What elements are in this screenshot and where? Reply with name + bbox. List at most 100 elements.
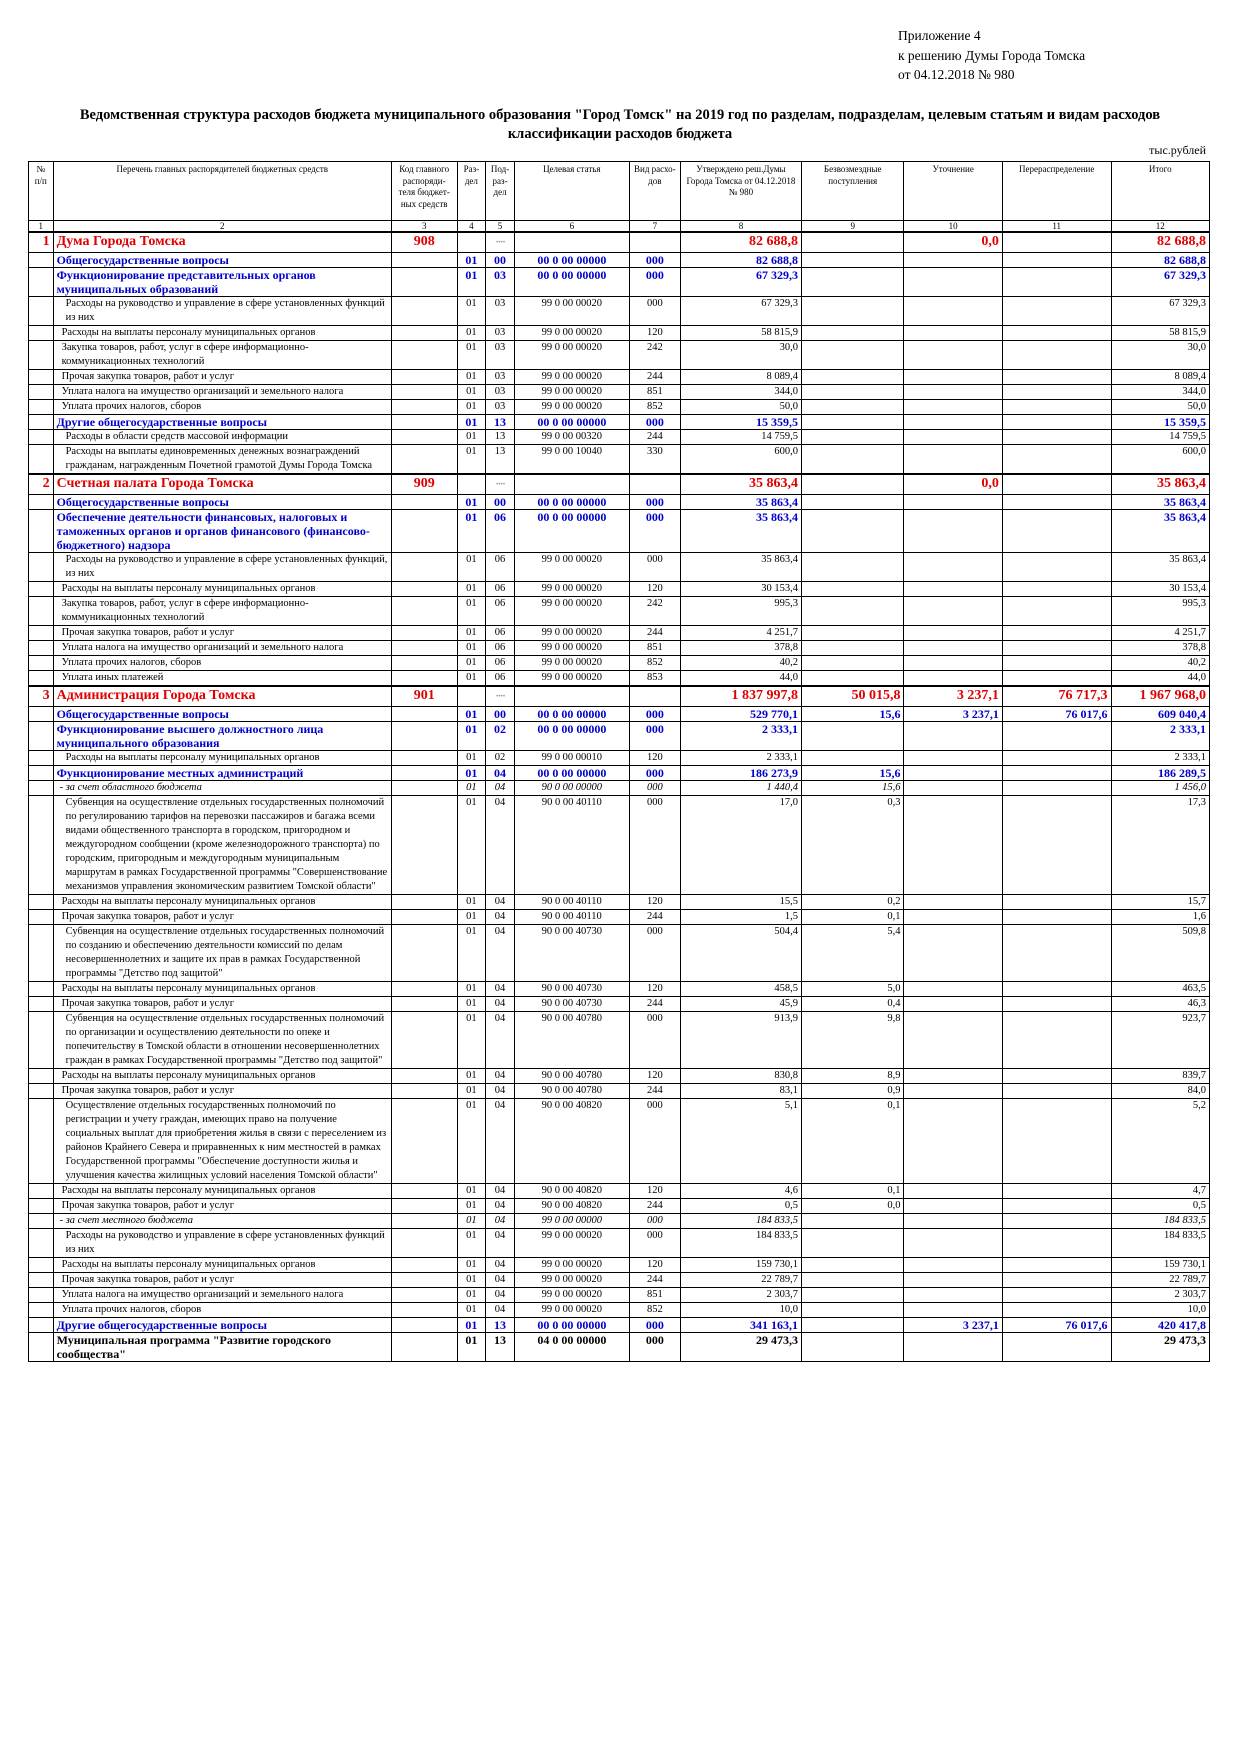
clarification-amount xyxy=(903,795,1003,895)
target-article: 99 0 00 00000 xyxy=(513,1213,630,1229)
row-index xyxy=(28,596,54,626)
row-name: Прочая закупка товаров, работ и услуг xyxy=(52,369,392,385)
approved-amount: 1,5 xyxy=(679,909,802,925)
redistribution-amount xyxy=(1001,924,1112,982)
approved-amount: 8 089,4 xyxy=(679,369,802,385)
expense-type: 000 xyxy=(628,509,681,553)
budget-table: № п/п Перечень главных распорядителей бю… xyxy=(28,161,1211,1362)
grants-amount: 8,9 xyxy=(800,1068,905,1084)
row-index xyxy=(28,780,54,796)
grbs-code xyxy=(390,750,458,766)
section-code: 01 xyxy=(456,1272,487,1288)
section-code: 01 xyxy=(456,765,487,781)
appendix-line: Приложение 4 xyxy=(898,28,981,43)
col-header: Целевая статья xyxy=(513,161,630,221)
grants-amount: 50 015,8 xyxy=(800,685,905,707)
redistribution-amount xyxy=(1001,369,1112,385)
grants-amount xyxy=(800,325,905,341)
total-amount: 184 833,5 xyxy=(1110,1213,1211,1229)
grants-amount: 5,0 xyxy=(800,981,905,997)
row-name: Уплата налога на имущество организаций и… xyxy=(52,640,392,656)
approved-amount: 15,5 xyxy=(679,894,802,910)
row-index xyxy=(28,894,54,910)
section-code: 01 xyxy=(456,1287,487,1303)
clarification-amount xyxy=(903,750,1003,766)
section-code: 01 xyxy=(456,655,487,671)
clarification-amount xyxy=(903,414,1003,430)
redistribution-amount: 76 017,6 xyxy=(1001,706,1112,722)
approved-amount: 15 359,5 xyxy=(679,414,802,430)
clarification-amount xyxy=(903,1257,1003,1273)
expense-type: 000 xyxy=(628,1317,681,1333)
total-amount: 5,2 xyxy=(1110,1098,1211,1184)
row-name: Обеспечение деятельности финансовых, нал… xyxy=(52,509,392,553)
row-index xyxy=(28,267,54,297)
placeholder-dots-icon: ···· xyxy=(495,691,505,702)
grbs-code xyxy=(390,1228,458,1258)
grants-amount xyxy=(800,1257,905,1273)
row-name: Прочая закупка товаров, работ и услуг xyxy=(52,996,392,1012)
table-row-sub: Расходы на выплаты персоналу муниципальн… xyxy=(28,1257,1211,1273)
section-code: 01 xyxy=(456,1302,487,1318)
redistribution-amount xyxy=(1001,909,1112,925)
target-article: 90 0 00 40730 xyxy=(513,924,630,982)
table-row-sub: Расходы на выплаты персоналу муниципальн… xyxy=(28,581,1211,597)
total-amount: 35 863,4 xyxy=(1110,494,1211,510)
clarification-amount xyxy=(903,1213,1003,1229)
subsection-code: 06 xyxy=(485,552,515,582)
approved-amount: 35 863,4 xyxy=(679,509,802,553)
approved-amount: 58 815,9 xyxy=(679,325,802,341)
target-article: 99 0 00 00320 xyxy=(513,429,630,445)
approved-amount: 184 833,5 xyxy=(679,1213,802,1229)
approved-amount: 35 863,4 xyxy=(679,473,802,495)
total-amount: 420 417,8 xyxy=(1110,1317,1211,1333)
grbs-code xyxy=(390,640,458,656)
grbs-code xyxy=(390,1287,458,1303)
approved-amount: 184 833,5 xyxy=(679,1228,802,1258)
grbs-code xyxy=(390,1317,458,1333)
target-article xyxy=(513,685,630,707)
subsection-code: 13 xyxy=(485,1332,515,1362)
grants-amount xyxy=(800,399,905,415)
subsection-code: 00 xyxy=(485,252,515,268)
target-article: 00 0 00 00000 xyxy=(513,765,630,781)
target-article: 99 0 00 00020 xyxy=(513,1257,630,1273)
grbs-code xyxy=(390,996,458,1012)
grants-amount xyxy=(800,509,905,553)
row-name: Расходы на выплаты персоналу муниципальн… xyxy=(52,581,392,597)
grbs-code xyxy=(390,1332,458,1362)
table-row-item: Субвенция на осуществление отдельных гос… xyxy=(28,1011,1211,1069)
clarification-amount xyxy=(903,596,1003,626)
target-article: 90 0 00 40110 xyxy=(513,909,630,925)
grants-amount xyxy=(800,1317,905,1333)
row-index xyxy=(28,1098,54,1184)
subsection-code: 04 xyxy=(485,795,515,895)
redistribution-amount xyxy=(1001,780,1112,796)
expense-type: 000 xyxy=(628,494,681,510)
redistribution-amount xyxy=(1001,996,1112,1012)
column-number: 9 xyxy=(800,220,905,233)
expense-type: 000 xyxy=(628,1213,681,1229)
expense-type: 851 xyxy=(628,384,681,400)
row-index xyxy=(28,721,54,751)
row-name: Расходы на выплаты персоналу муниципальн… xyxy=(52,325,392,341)
header-row: № п/п Перечень главных распорядителей бю… xyxy=(28,161,1211,221)
section-code: 01 xyxy=(456,721,487,751)
row-index xyxy=(28,706,54,722)
subsection-code: 13 xyxy=(485,414,515,430)
redistribution-amount xyxy=(1001,384,1112,400)
section-code: 01 xyxy=(456,325,487,341)
grbs-code xyxy=(390,1011,458,1069)
expense-type: 000 xyxy=(628,1011,681,1069)
section-code: 01 xyxy=(456,981,487,997)
approved-amount: 67 329,3 xyxy=(679,267,802,297)
clarification-amount xyxy=(903,340,1003,370)
clarification-amount xyxy=(903,721,1003,751)
expense-type: 000 xyxy=(628,1228,681,1258)
row-index xyxy=(28,399,54,415)
grants-amount xyxy=(800,1228,905,1258)
expense-type: 242 xyxy=(628,340,681,370)
total-amount: 14 759,5 xyxy=(1110,429,1211,445)
row-name: Прочая закупка товаров, работ и услуг xyxy=(52,1198,392,1214)
section-code: 01 xyxy=(456,640,487,656)
